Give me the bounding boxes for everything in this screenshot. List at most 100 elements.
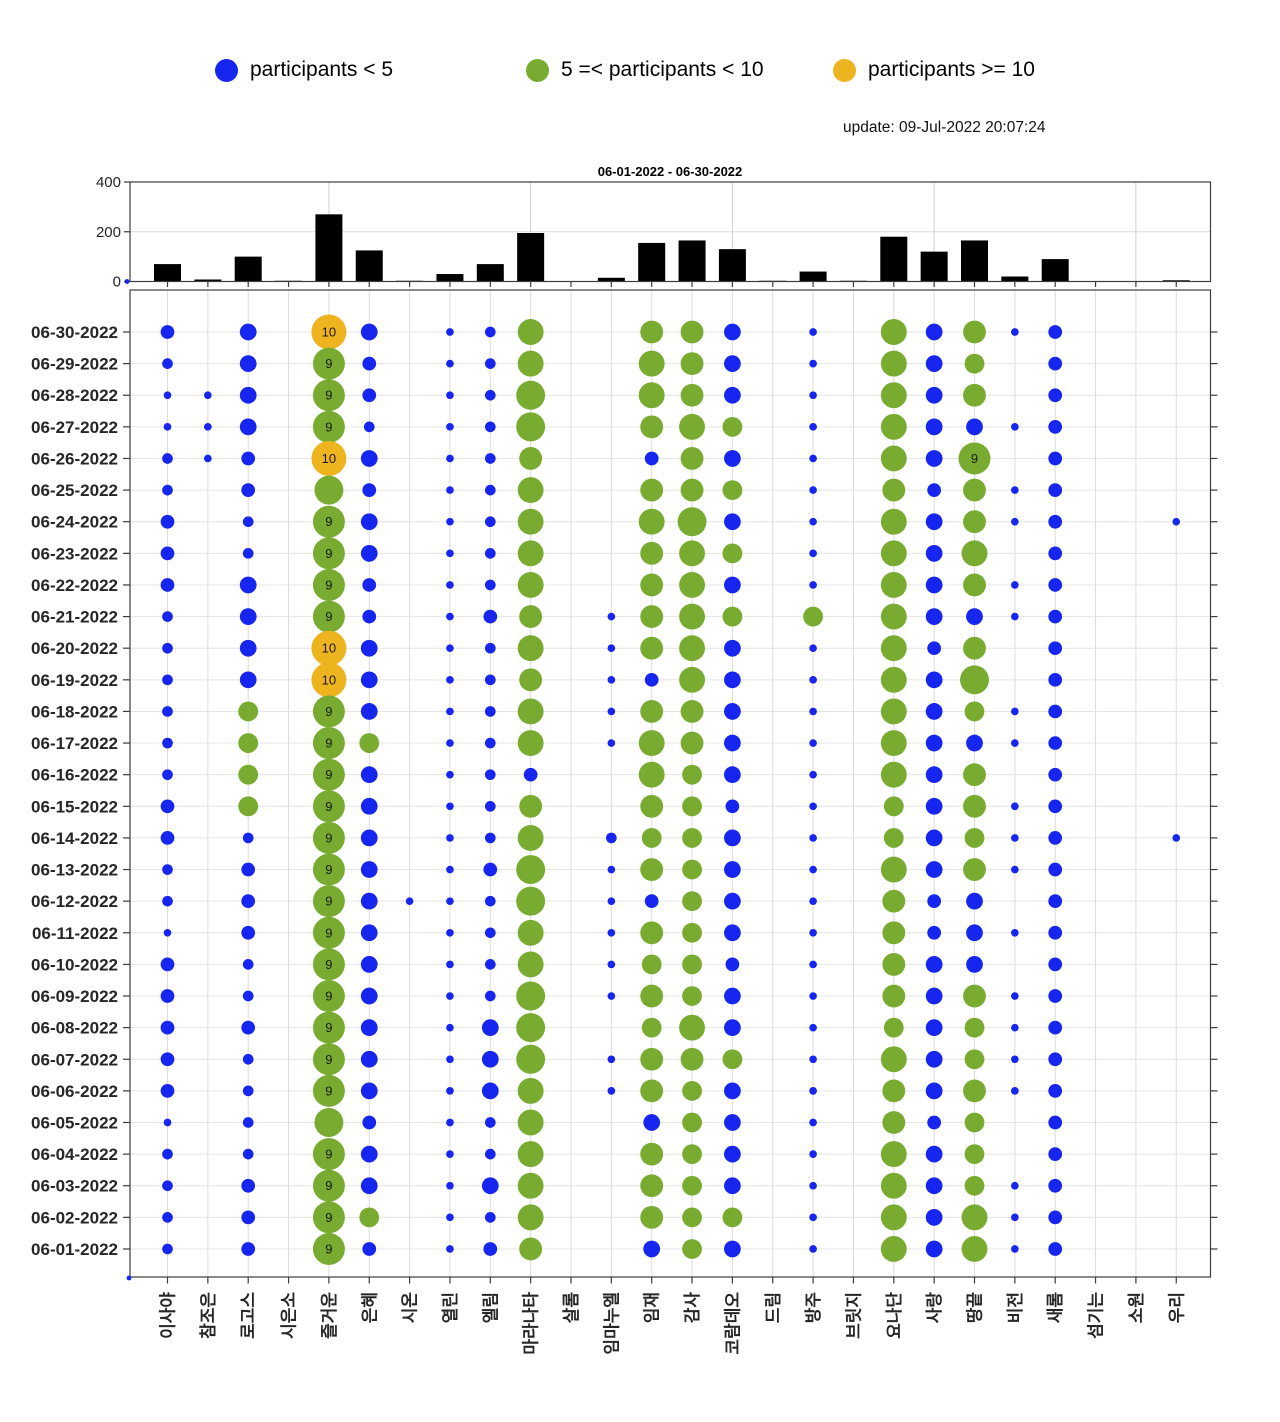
bubble bbox=[809, 644, 817, 653]
bubble bbox=[484, 990, 496, 1002]
bubble bbox=[880, 1172, 907, 1199]
bubble bbox=[958, 442, 991, 475]
bubble bbox=[640, 1047, 664, 1071]
bubble bbox=[638, 382, 665, 409]
bubble bbox=[516, 1013, 546, 1043]
bubble bbox=[242, 990, 254, 1002]
bubble bbox=[680, 320, 704, 344]
bubble-value-label: 9 bbox=[325, 577, 332, 592]
date-row-label: 06-18-2022 bbox=[31, 702, 118, 721]
bubble bbox=[163, 928, 172, 937]
bubble bbox=[1048, 451, 1063, 466]
bubble-value-label: 9 bbox=[325, 356, 332, 371]
date-row-label: 06-19-2022 bbox=[31, 671, 118, 690]
bubble bbox=[638, 730, 665, 756]
date-row-label: 06-29-2022 bbox=[31, 355, 118, 374]
bar bbox=[920, 251, 948, 282]
bubble bbox=[204, 454, 212, 463]
bubble bbox=[722, 543, 743, 564]
date-row-label: 06-30-2022 bbox=[31, 323, 118, 342]
bubble bbox=[1048, 704, 1063, 719]
legend-item-green: 5 =< participants < 10 bbox=[526, 58, 764, 82]
bubble bbox=[724, 924, 741, 942]
bubble bbox=[241, 451, 256, 466]
date-row-label: 06-02-2022 bbox=[31, 1208, 118, 1227]
bubble bbox=[880, 413, 907, 440]
bubble-value-label: 9 bbox=[325, 704, 332, 719]
bubble bbox=[517, 730, 544, 756]
bubble bbox=[162, 895, 173, 907]
bubble bbox=[311, 630, 347, 666]
bubble bbox=[809, 928, 817, 937]
bubble bbox=[446, 834, 454, 842]
bubble bbox=[964, 1112, 985, 1133]
bubble bbox=[312, 948, 345, 981]
bubble bbox=[925, 513, 943, 531]
bubble bbox=[360, 829, 378, 847]
bubble bbox=[312, 1201, 345, 1234]
bubble bbox=[484, 389, 496, 401]
bubble bbox=[925, 956, 943, 973]
bubble bbox=[362, 1115, 377, 1130]
bubble bbox=[963, 383, 986, 407]
bubble bbox=[724, 1019, 741, 1037]
bubble bbox=[312, 695, 345, 728]
bubble bbox=[1048, 831, 1063, 845]
date-row-label: 06-23-2022 bbox=[31, 544, 118, 563]
bubble bbox=[1048, 325, 1063, 339]
bubble bbox=[607, 644, 616, 653]
bubble bbox=[963, 794, 986, 818]
bubble-value-label: 9 bbox=[325, 830, 332, 845]
bubble bbox=[724, 861, 741, 878]
bubble bbox=[1048, 1115, 1063, 1130]
bubble bbox=[162, 1243, 173, 1255]
bubble bbox=[160, 1052, 175, 1067]
bubble bbox=[883, 828, 904, 848]
bubble-value-label: 9 bbox=[325, 1178, 332, 1193]
bubble bbox=[1011, 1245, 1019, 1253]
date-row-label: 06-10-2022 bbox=[31, 955, 118, 974]
bar bbox=[315, 214, 343, 282]
bubble bbox=[360, 1050, 378, 1068]
bubble bbox=[312, 1233, 345, 1265]
bubble-value-label: 9 bbox=[325, 1020, 332, 1035]
bar bbox=[1041, 259, 1069, 282]
bubble bbox=[963, 1079, 986, 1103]
bubble bbox=[682, 1207, 702, 1228]
bubble bbox=[640, 605, 664, 629]
bubble bbox=[925, 1082, 943, 1100]
bubble bbox=[607, 960, 616, 969]
bubble bbox=[1048, 1020, 1063, 1035]
bubble bbox=[638, 508, 665, 535]
bubble bbox=[517, 1204, 544, 1231]
bubble bbox=[312, 347, 345, 380]
bubble bbox=[517, 919, 544, 946]
date-row-label: 06-28-2022 bbox=[31, 386, 118, 405]
bubble bbox=[162, 453, 173, 464]
bubble bbox=[925, 829, 943, 847]
date-row-label: 06-24-2022 bbox=[31, 513, 118, 532]
bubble bbox=[160, 799, 175, 814]
group-col-label: 임재 bbox=[642, 1292, 662, 1323]
date-row-label: 06-11-2022 bbox=[32, 924, 118, 943]
bubble bbox=[963, 573, 986, 597]
bubble bbox=[682, 1239, 702, 1259]
bubble bbox=[964, 1049, 985, 1070]
bubble bbox=[809, 1023, 817, 1032]
bubble bbox=[446, 1087, 454, 1095]
legend: participants < 5 5 =< participants < 10 … bbox=[0, 0, 1280, 100]
group-col-label: 살롬 bbox=[562, 1292, 581, 1324]
bubble bbox=[724, 639, 741, 657]
bubble bbox=[925, 671, 943, 689]
group-col-label: 즐거운 bbox=[320, 1292, 339, 1339]
bubble bbox=[963, 984, 986, 1008]
bubble-value-label: 9 bbox=[325, 989, 332, 1004]
bubble bbox=[481, 1050, 499, 1068]
bubble bbox=[809, 359, 817, 368]
bar bbox=[880, 236, 908, 282]
bubble bbox=[1048, 483, 1063, 497]
bubble bbox=[484, 706, 496, 717]
bubble bbox=[446, 928, 454, 937]
bubble bbox=[312, 1138, 345, 1171]
